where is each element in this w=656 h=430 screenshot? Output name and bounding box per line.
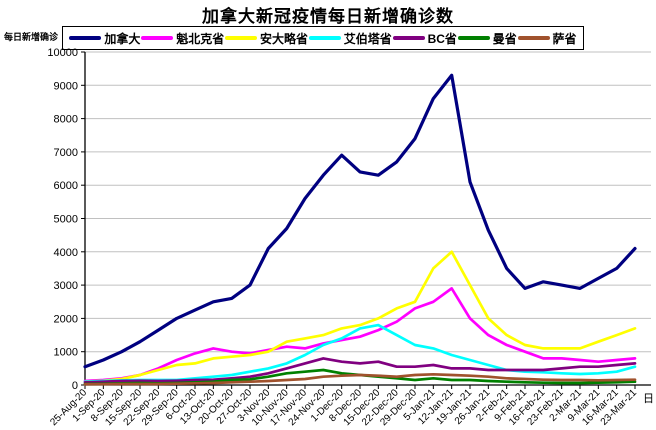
legend-item-manitoba: 曼省 [457, 30, 517, 47]
legend-swatch-canada [69, 36, 102, 40]
y-tick-label-7000: 7000 [54, 147, 78, 159]
legend-label-manitoba: 曼省 [492, 31, 517, 46]
y-tick-label-1000: 1000 [54, 347, 78, 359]
legend-label-quebec: 魁北克省 [176, 31, 225, 46]
legend-label-saskatchewan: 萨省 [552, 31, 577, 46]
y-tick-label-2000: 2000 [54, 313, 78, 325]
legend-item-canada: 加拿大 [69, 30, 140, 47]
legend: 加拿大 魁北克省 安大略省 艾伯塔省 BC省 曼省 萨省 [62, 26, 584, 50]
legend-swatch-alberta [308, 36, 341, 40]
legend-label-ontario: 安大略省 [259, 31, 308, 46]
legend-item-bc: BC省 [392, 30, 457, 47]
y-tick-label-6000: 6000 [54, 180, 78, 192]
y-tick-label-3000: 3000 [54, 280, 78, 292]
legend-swatch-quebec [141, 36, 174, 40]
y-tick-label-4000: 4000 [54, 247, 78, 259]
legend-item-ontario: 安大略省 [224, 30, 308, 47]
series-line-quebec [83, 287, 637, 383]
chart-title: 加拿大新冠疫情每日新增确诊数 [202, 7, 454, 26]
legend-swatch-manitoba [457, 36, 490, 40]
legend-swatch-saskatchewan [517, 36, 550, 40]
legend-item-alberta: 艾伯塔省 [308, 30, 392, 47]
y-tick-label-9000: 9000 [54, 80, 78, 92]
legend-label-alberta: 艾伯塔省 [343, 31, 392, 46]
legend-item-saskatchewan: 萨省 [517, 30, 577, 47]
legend-swatch-bc [392, 36, 425, 40]
x-axis-suffix-label: 日 [643, 393, 654, 405]
series-line-canada [83, 73, 637, 369]
legend-label-canada: 加拿大 [104, 31, 141, 46]
y-tick-label-8000: 8000 [54, 114, 78, 126]
legend-swatch-ontario [224, 36, 257, 40]
y-tick-label-5000: 5000 [54, 214, 78, 226]
series-line-alberta [83, 323, 637, 384]
series-line-bc [83, 357, 637, 384]
series-line-ontario [83, 250, 637, 384]
series-line-saskatchewan [83, 372, 637, 386]
legend-label-bc: BC省 [427, 31, 457, 46]
legend-item-quebec: 魁北克省 [141, 30, 224, 47]
y-axis-unit-label: 每日新增确诊 [4, 32, 59, 42]
y-tick-label-0: 0 [72, 380, 78, 392]
y-tick-label-10000: 10000 [47, 47, 78, 59]
